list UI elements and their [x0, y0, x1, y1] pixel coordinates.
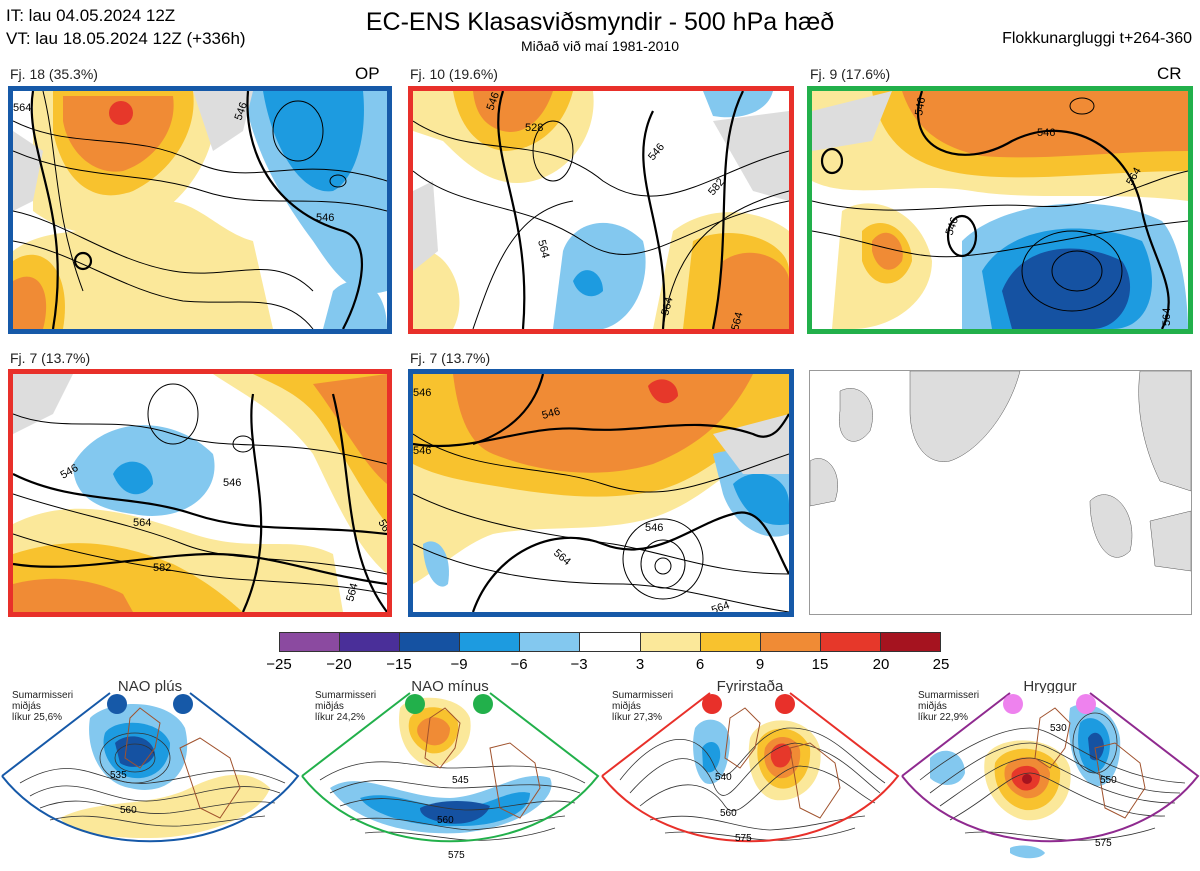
panel-5-label: Fj. 7 (13.7%) [410, 350, 491, 366]
regime-level: miðjás [918, 701, 947, 712]
regime-season: Sumarmisseri [12, 690, 74, 701]
cluster-map-4: 546 546 564 582 564 56 [8, 369, 392, 617]
contour-label: 546 [1037, 127, 1055, 139]
regime-4-name: Hryggur [1023, 678, 1077, 695]
regime-2-info: Sumarmisseri miðjás líkur 24,2% [315, 690, 376, 723]
colorbar-swatch [280, 633, 340, 651]
regime-season: Sumarmisseri [918, 690, 980, 701]
panel-4-label: Fj. 7 (13.7%) [10, 350, 91, 366]
regime-contour-label: 540 [715, 772, 732, 783]
contour-label: 564 [535, 239, 551, 260]
contour-label: 546 [913, 96, 928, 116]
regime-1-map: 535 560 [1, 692, 300, 843]
regime-3-info: Sumarmisseri miðjás líkur 27,3% [612, 690, 673, 723]
contour-label: 564 [133, 517, 151, 529]
regime-level: miðjás [12, 701, 41, 712]
regime-contour-label: 535 [110, 770, 127, 781]
cluster-map-1: 564 546 546 [8, 86, 392, 334]
regime-1-info: Sumarmisseri miðjás líkur 25,6% [12, 690, 73, 723]
classification-window: Flokkunargluggi t+264-360 [1002, 30, 1192, 47]
cluster-map-5: 546 546 546 546 564 564 [408, 369, 794, 617]
colorbar-swatch [819, 633, 880, 651]
regime-contour-label: 575 [1095, 838, 1112, 849]
regime-2-name: NAO mínus [411, 678, 489, 695]
colorbar-tick: 15 [811, 656, 829, 673]
regime-2-map: 545 560 575 [301, 692, 600, 861]
colorbar-swatch [399, 633, 460, 651]
panel-1-label: Fj. 18 (35.3%) [10, 66, 98, 82]
colorbar-swatch [879, 633, 941, 651]
colorbar-tick: −6 [510, 656, 528, 673]
contour-label: 546 [541, 406, 562, 422]
contour-label: 56 [375, 518, 387, 535]
contour-label: 546 [645, 522, 663, 534]
panel-3-label: Fj. 9 (17.6%) [810, 66, 891, 82]
regime-level: miðjás [612, 701, 641, 712]
colorbar-tick: −25 [266, 656, 292, 673]
colorbar-tick: −3 [570, 656, 588, 673]
colorbar-swatch [699, 633, 760, 651]
page-title: EC-ENS Klasasviðsmyndir - 500 hPa hæð [365, 8, 835, 36]
contour-label: 564 [1161, 308, 1173, 326]
regime-4-info: Sumarmisseri miðjás líkur 22,9% [918, 690, 979, 723]
regime-contour-label: 560 [120, 805, 137, 816]
regime-probability: líkur 27,3% [612, 712, 663, 723]
contour-label: 546 [223, 477, 241, 489]
page-subtitle: Miðað við maí 1981-2010 [521, 38, 679, 54]
colorbar-tick: 20 [872, 656, 890, 673]
regime-probability: líkur 25,6% [12, 712, 63, 723]
regime-3-name: Fyrirstaða [716, 678, 784, 695]
cluster-map-3: 546 546 546 564 564 [807, 86, 1193, 334]
regime-contour-label: 560 [437, 815, 454, 826]
regime-contour-label: 575 [448, 850, 465, 861]
contour-label: 564 [659, 296, 675, 317]
regime-1-name: NAO plús [117, 678, 183, 695]
colorbar-tick: −9 [450, 656, 468, 673]
regime-season: Sumarmisseri [612, 690, 674, 701]
regime-4-map: 530 550 575 [901, 692, 1200, 859]
regime-probability: líkur 22,9% [918, 712, 969, 723]
colorbar-tick: 25 [932, 656, 950, 673]
contour-label: 546 [316, 212, 334, 224]
contour-label: 546 [485, 91, 503, 112]
valid-time: VT: lau 18.05.2024 12Z (+336h) [6, 29, 246, 48]
contour-label: 564 [344, 582, 360, 603]
regime-level: miðjás [315, 701, 344, 712]
colorbar-swatch [579, 633, 640, 651]
panel-3-tag: CR [1157, 64, 1182, 83]
cluster-map-2: 528 546 546 564 582 564 564 [408, 86, 794, 334]
regime-contour-label: 550 [1100, 775, 1117, 786]
regime-3-map: 540 560 575 [601, 692, 900, 844]
colorbar-tick: 6 [695, 656, 705, 673]
regime-contour-label: 575 [735, 833, 752, 844]
contour-label: 546 [413, 387, 431, 399]
regime-contour-label: 560 [720, 808, 737, 819]
header-times: IT: lau 04.05.2024 12Z VT: lau 18.05.202… [6, 4, 246, 50]
colorbar-swatch [759, 633, 820, 651]
colorbar-tick: −20 [326, 656, 352, 673]
contour-label: 546 [944, 216, 962, 237]
colorbar-swatch [459, 633, 520, 651]
colorbar-swatch [519, 633, 580, 651]
init-time: IT: lau 04.05.2024 12Z [6, 6, 176, 25]
colorbar-tick: 3 [635, 656, 645, 673]
regime-probability: líkur 24,2% [315, 712, 366, 723]
panel-1-tag: OP [355, 64, 380, 83]
regime-season: Sumarmisseri [315, 690, 377, 701]
colorbar [279, 632, 941, 652]
contour-label: 564 [729, 311, 745, 329]
regime-contour-label: 530 [1050, 723, 1067, 734]
colorbar-tick: −15 [386, 656, 412, 673]
contour-label: 546 [413, 445, 431, 457]
colorbar-swatch [639, 633, 700, 651]
panel-2-label: Fj. 10 (19.6%) [410, 66, 498, 82]
contour-label: 528 [525, 122, 543, 134]
contour-label: 564 [13, 102, 31, 114]
regime-contour-label: 545 [452, 775, 469, 786]
contour-label: 582 [153, 562, 171, 574]
contour-label: 546 [233, 101, 251, 122]
empty-base-map [809, 370, 1192, 615]
colorbar-tick: 9 [755, 656, 765, 673]
colorbar-swatch [339, 633, 400, 651]
